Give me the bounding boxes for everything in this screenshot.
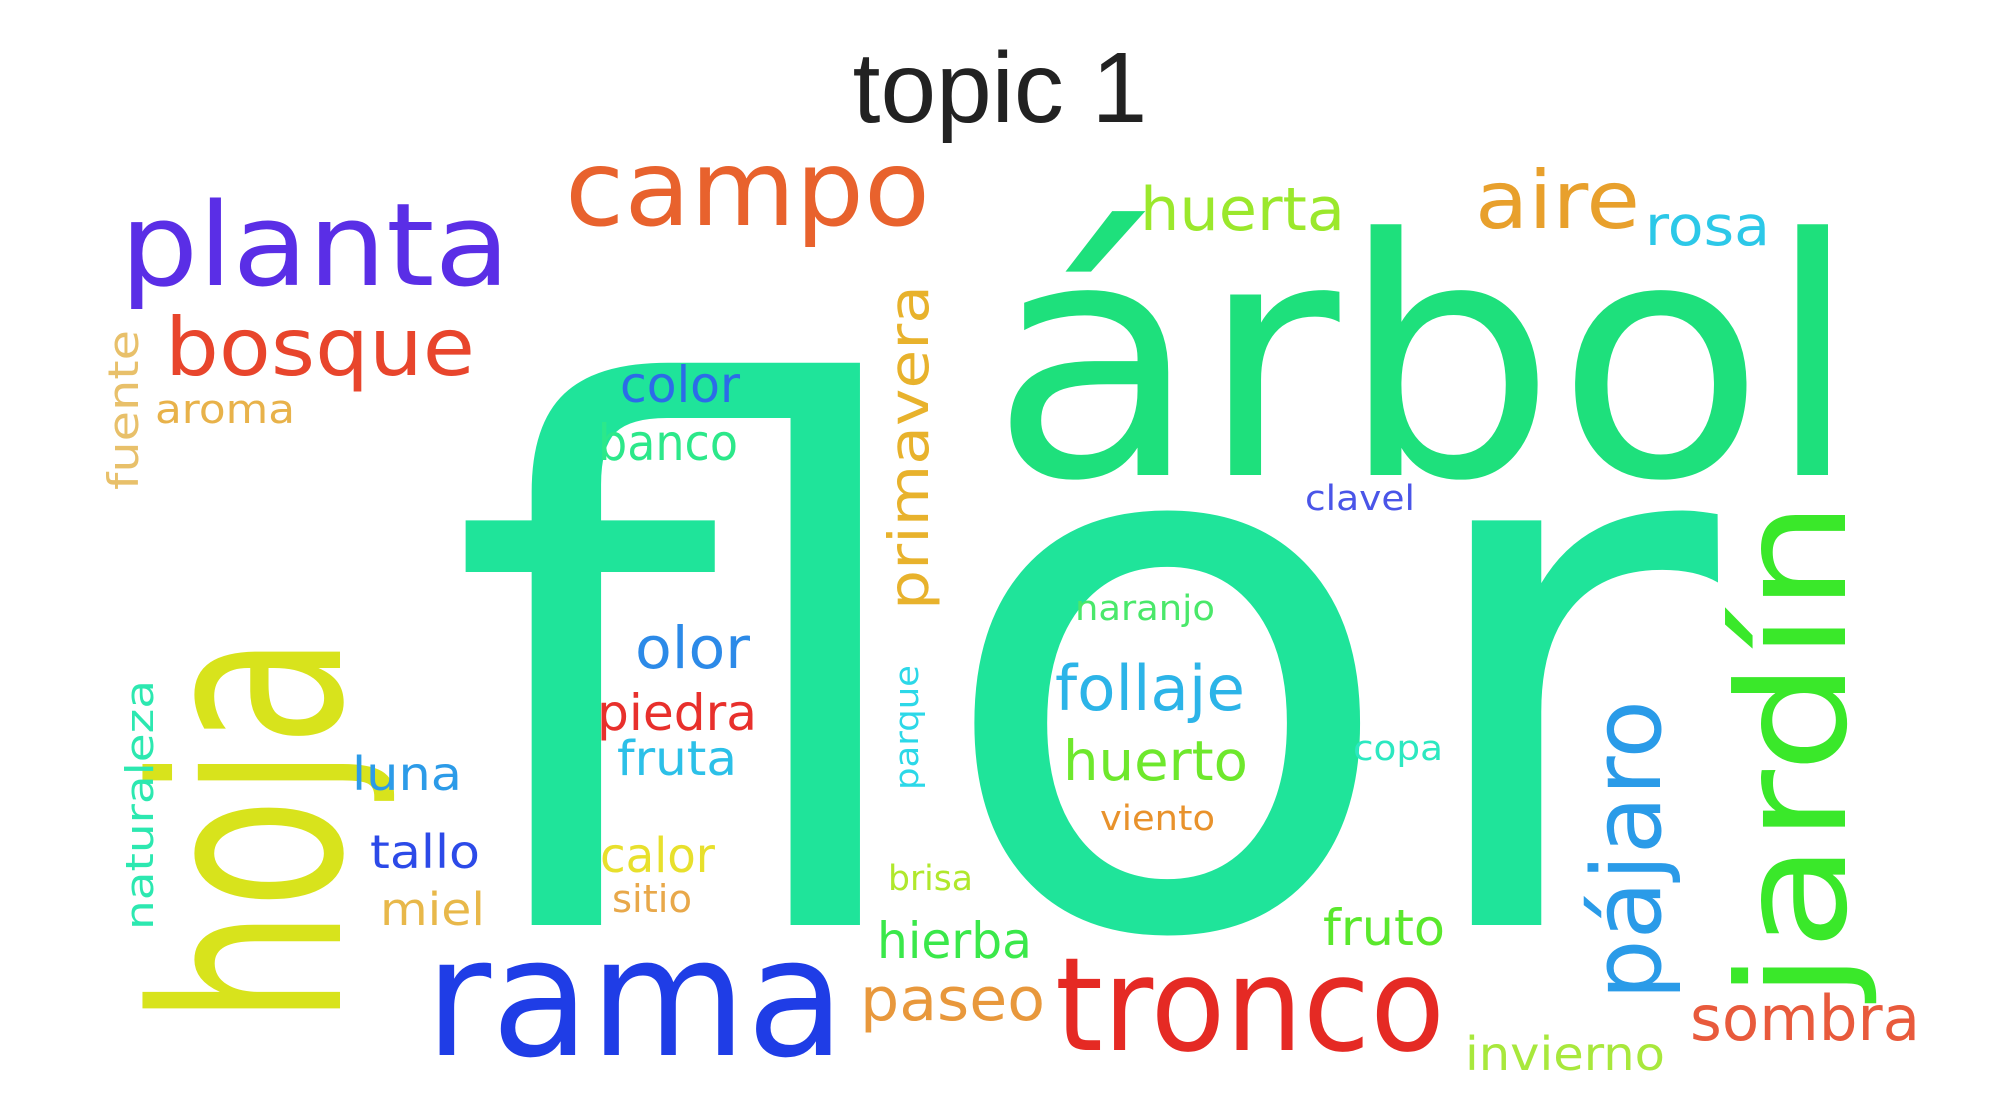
word-3: hoja (100, 635, 402, 1025)
word-10: bosque (165, 301, 475, 394)
word-20: naranjo (1075, 589, 1215, 629)
word-12: huerta (1140, 175, 1345, 245)
word-28: luna (352, 747, 462, 801)
word-13: rosa (1645, 194, 1770, 258)
word-5: tronco (1055, 929, 1445, 1081)
word-2: árbol (990, 169, 1860, 553)
word-26: parque (887, 665, 926, 790)
word-1: flor (448, 238, 1726, 1100)
word-16: banco (598, 414, 738, 472)
word-4: rama (425, 902, 845, 1094)
word-36: hierba (877, 912, 1032, 970)
word-22: follaje (1055, 652, 1245, 725)
word-19: clavel (1305, 479, 1415, 519)
word-25: huerto (1063, 729, 1248, 793)
word-39: sombra (1690, 982, 1920, 1055)
word-17: fuente (99, 330, 148, 490)
figure-title: topic 1 (852, 32, 1148, 144)
word-21: olor (635, 614, 750, 682)
word-15: color (620, 356, 740, 414)
word-30: viento (1100, 799, 1215, 839)
word-33: brisa (888, 859, 973, 899)
word-27: naturaleza (118, 680, 162, 930)
word-9: pájaro (1573, 700, 1683, 1000)
word-29: copa (1353, 729, 1443, 769)
word-37: fruto (1323, 899, 1445, 957)
word-23: piedra (597, 684, 757, 742)
word-34: miel (380, 883, 485, 936)
word-14: primavera (877, 285, 941, 610)
word-31: tallo (370, 825, 480, 879)
word-18: aroma (155, 387, 295, 433)
word-11: aire (1475, 154, 1640, 247)
word-24: fruta (617, 731, 737, 787)
word-35: sitio (612, 877, 692, 921)
word-8: campo (565, 128, 930, 250)
word-7: planta (120, 179, 510, 313)
word-32: calor (600, 828, 715, 884)
word-40: invierno (1465, 1027, 1665, 1081)
word-6: jardín (1707, 500, 1881, 1004)
word-38: paseo (860, 965, 1045, 1035)
